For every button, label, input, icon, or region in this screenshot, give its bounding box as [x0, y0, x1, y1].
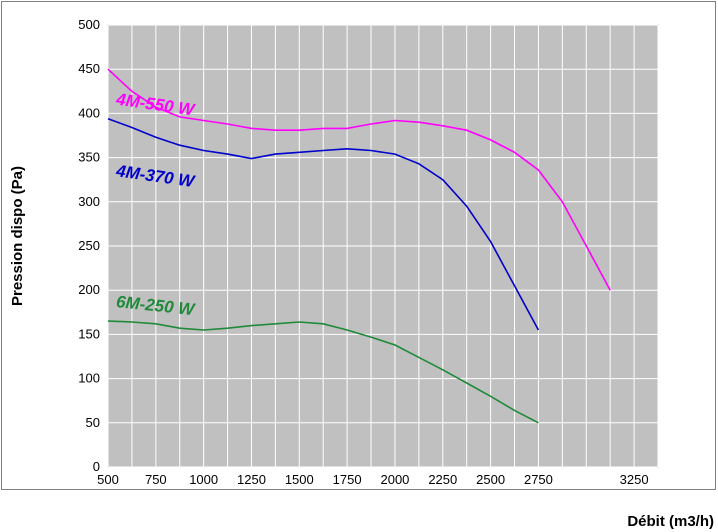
x-tick-label: 1250	[237, 472, 266, 487]
x-tick-label: 750	[145, 472, 167, 487]
grid-lines	[107, 24, 659, 468]
x-tick-label: 500	[97, 472, 119, 487]
y-tick-label: 100	[78, 371, 100, 386]
x-axis-title: Débit (m3/h)	[627, 513, 714, 530]
x-tick-label: 2750	[524, 472, 553, 487]
x-tick-labels: 500 750 1000 1250 1500 1750 2000 2250 2500 2750 32…	[97, 472, 648, 487]
y-tick-label: 500	[78, 17, 100, 32]
y-axis-title: Pression dispo (Pa)	[9, 166, 26, 306]
y-tick-label: 450	[78, 61, 100, 76]
y-tick-label: 200	[78, 282, 100, 297]
x-tick-label: 2000	[380, 472, 409, 487]
y-tick-label: 0	[93, 459, 100, 474]
series-lines	[107, 68, 611, 424]
x-tick-label: 2500	[476, 472, 505, 487]
y-tick-labels: 0 50 100 150 200 250 300 350 400 450 500	[78, 17, 100, 474]
series-line	[107, 320, 539, 424]
x-tick-label: 1000	[189, 472, 218, 487]
y-tick-label: 250	[78, 238, 100, 253]
y-tick-label: 300	[78, 194, 100, 209]
series-line	[107, 68, 611, 291]
x-tick-label: 1500	[285, 472, 314, 487]
x-tick-label: 1750	[333, 472, 362, 487]
y-tick-label: 350	[78, 150, 100, 165]
y-tick-label: 50	[86, 415, 100, 430]
y-tick-label: 150	[78, 326, 100, 341]
series-line	[107, 117, 540, 331]
x-tick-label: 2250	[428, 472, 457, 487]
y-tick-label: 400	[78, 105, 100, 120]
x-tick-label: 3250	[620, 472, 649, 487]
